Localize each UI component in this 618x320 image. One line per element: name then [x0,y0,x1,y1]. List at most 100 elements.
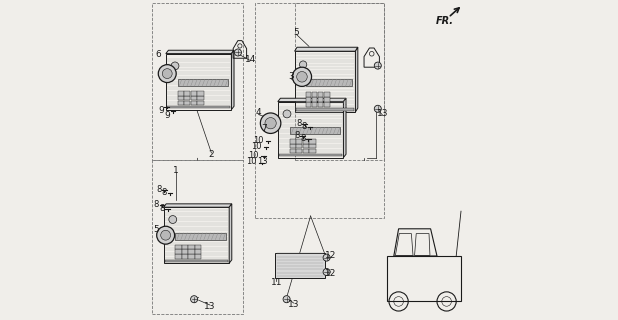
Text: FR.: FR. [436,16,454,26]
Circle shape [283,110,291,118]
Polygon shape [296,148,302,153]
Polygon shape [197,91,203,95]
Circle shape [265,117,276,129]
Text: 5: 5 [153,225,159,234]
Polygon shape [324,92,329,97]
Text: 1: 1 [173,166,179,175]
Polygon shape [182,249,188,254]
Polygon shape [177,91,184,95]
Text: 8: 8 [296,119,302,128]
Polygon shape [182,244,188,249]
Circle shape [300,61,307,68]
Polygon shape [197,96,203,100]
Circle shape [260,113,281,133]
Polygon shape [296,108,354,111]
Circle shape [323,268,330,276]
Text: 13: 13 [377,109,388,118]
Circle shape [163,69,172,78]
Polygon shape [195,254,201,259]
Polygon shape [290,139,296,143]
Polygon shape [303,144,309,148]
Circle shape [169,216,177,223]
Polygon shape [184,96,190,100]
Text: 7: 7 [261,124,267,133]
Polygon shape [303,139,309,143]
Polygon shape [305,79,352,86]
Polygon shape [191,96,197,100]
Polygon shape [318,92,323,97]
Circle shape [283,296,290,303]
Polygon shape [197,100,203,105]
Circle shape [158,65,176,83]
Polygon shape [276,253,325,278]
Circle shape [234,49,242,56]
Text: 4: 4 [256,108,261,117]
Polygon shape [184,91,190,95]
Polygon shape [311,92,318,97]
Polygon shape [311,97,318,102]
Text: 11: 11 [271,278,282,287]
Text: 8: 8 [300,134,305,143]
Circle shape [292,67,311,86]
Polygon shape [231,50,234,109]
Text: 6: 6 [155,50,161,59]
Polygon shape [177,100,184,105]
Text: 13: 13 [257,157,268,166]
Polygon shape [164,204,232,207]
Text: 10: 10 [248,151,259,160]
Polygon shape [177,96,184,100]
Polygon shape [167,106,230,108]
Polygon shape [303,148,309,153]
Polygon shape [296,144,302,148]
Polygon shape [318,102,323,107]
Text: 3: 3 [288,72,294,81]
Text: 8: 8 [302,122,307,131]
Polygon shape [191,100,197,105]
Text: 8: 8 [294,131,300,140]
Polygon shape [309,148,316,153]
Polygon shape [195,249,201,254]
Text: 13: 13 [204,302,216,311]
Text: 5: 5 [294,28,299,37]
Polygon shape [290,144,296,148]
Polygon shape [290,148,296,153]
Polygon shape [191,91,197,95]
Polygon shape [188,244,195,249]
Text: 12: 12 [325,252,336,260]
Circle shape [161,230,171,240]
Polygon shape [229,204,232,263]
Polygon shape [290,127,340,134]
Polygon shape [344,98,346,158]
Polygon shape [311,102,318,107]
Text: 10: 10 [246,157,256,166]
Polygon shape [182,254,188,259]
Text: 10: 10 [253,136,264,145]
Text: 2: 2 [209,150,214,159]
Circle shape [157,226,175,244]
Polygon shape [305,92,311,97]
Polygon shape [184,100,190,105]
Polygon shape [296,139,302,143]
Polygon shape [176,249,182,254]
Polygon shape [318,97,323,102]
Polygon shape [176,244,182,249]
Polygon shape [324,102,329,107]
Text: 8: 8 [159,204,164,213]
Circle shape [171,62,179,70]
Circle shape [190,296,198,303]
Text: 8: 8 [156,185,161,194]
Text: 14: 14 [245,55,256,64]
Polygon shape [355,47,358,112]
Polygon shape [305,102,311,107]
Text: 9: 9 [164,111,171,120]
Polygon shape [166,50,234,53]
Polygon shape [295,47,358,51]
Polygon shape [309,144,316,148]
Polygon shape [309,139,316,143]
Text: 8: 8 [162,188,167,197]
Text: 12: 12 [325,269,336,278]
Polygon shape [278,98,346,101]
Text: 8: 8 [154,200,159,209]
Circle shape [375,105,381,112]
Polygon shape [305,97,311,102]
